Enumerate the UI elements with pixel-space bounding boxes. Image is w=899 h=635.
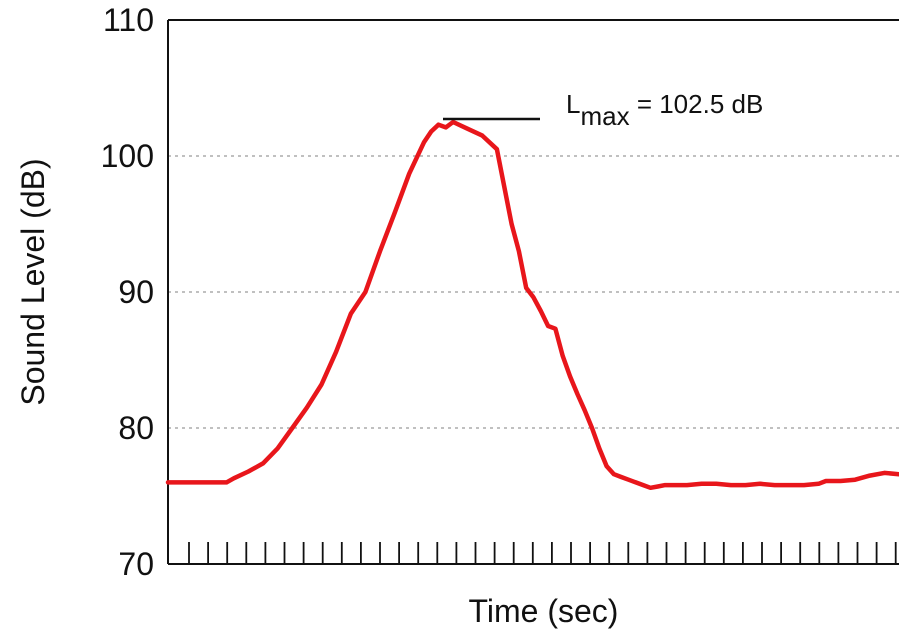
y-tick-label-80: 80: [118, 410, 154, 446]
lmax-label: L: [566, 89, 580, 119]
x-tick-marks: [188, 542, 897, 564]
series-line-0: [165, 119, 899, 491]
x-axis-title: Time (sec): [469, 593, 619, 629]
y-tick-label-110: 110: [103, 2, 154, 38]
lmax-value: = 102.5 dB: [630, 89, 764, 119]
y-axis-title: Sound Level (dB): [15, 158, 51, 405]
y-tick-label-90: 90: [118, 274, 154, 310]
lmax-annotation: Lmax = 102.5 dB: [566, 89, 763, 131]
y-tick-label-70: 70: [118, 546, 154, 582]
y-tick-labels: 70 80 90 100 110: [101, 2, 154, 582]
series-group: [165, 119, 899, 491]
plot-frame: [167, 19, 899, 565]
annotation-group: Lmax = 102.5 dB: [443, 89, 763, 131]
y-tick-label-100: 100: [101, 138, 154, 174]
grid-lines: [168, 155, 899, 429]
lmax-subscript: max: [580, 101, 629, 131]
